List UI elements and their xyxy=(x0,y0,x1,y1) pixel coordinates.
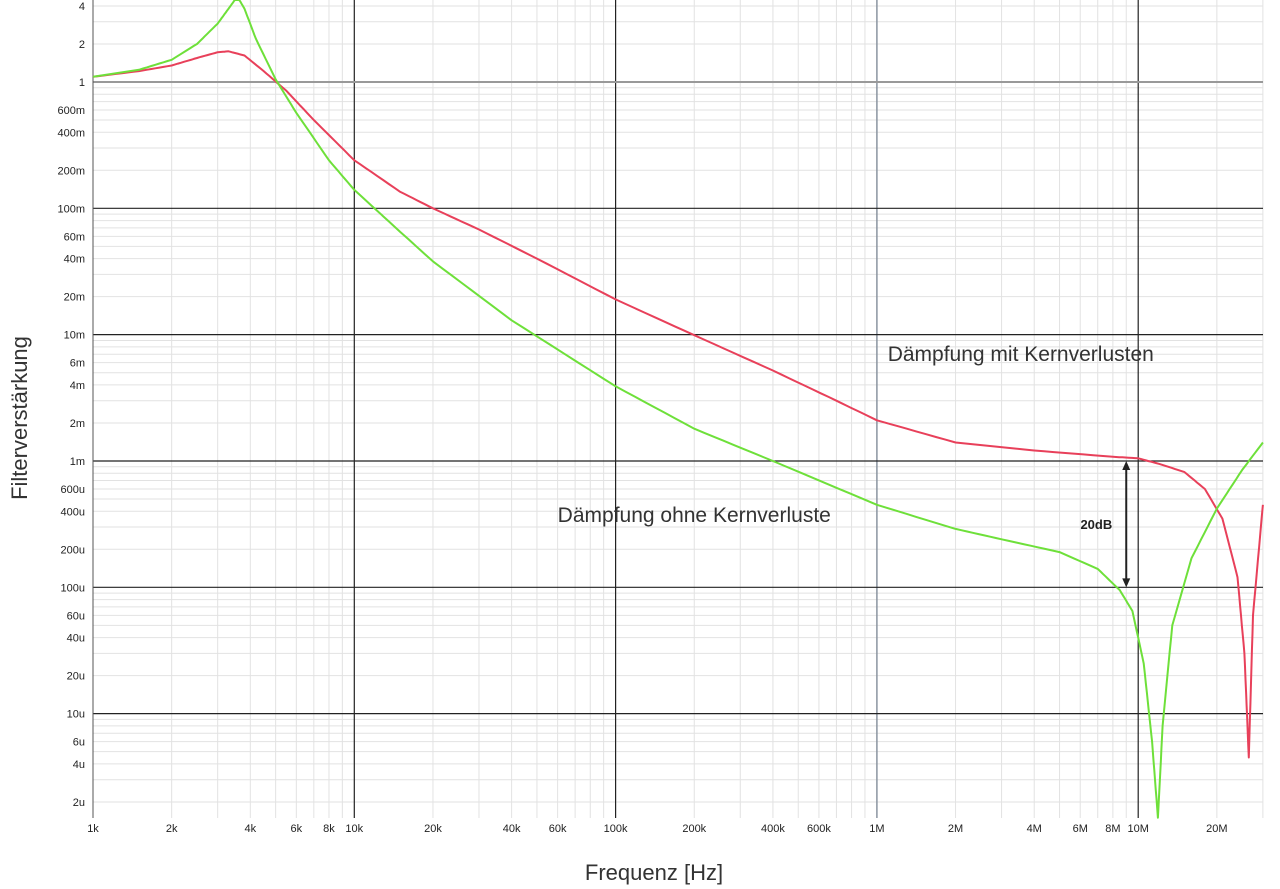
y-tick-label: 4 xyxy=(79,1,85,13)
x-tick-label: 4M xyxy=(1027,823,1042,835)
major-grid xyxy=(92,0,1263,818)
y-tick-label: 4m xyxy=(70,380,85,392)
x-tick-label: 400k xyxy=(761,823,785,835)
x-tick-label: 2k xyxy=(166,823,178,835)
series-line-with-core-loss xyxy=(92,50,1264,759)
x-tick-label: 1M xyxy=(869,823,884,835)
series-line-without-core-loss xyxy=(92,0,1264,819)
y-tick-label: 200u xyxy=(61,544,85,556)
y-tick-label: 40m xyxy=(64,254,85,266)
x-tick-label: 2M xyxy=(948,823,963,835)
annotation-without-core-loss: Dämpfung ohne Kernverluste xyxy=(558,504,831,527)
x-tick-label: 6M xyxy=(1073,823,1088,835)
y-tick-label: 6m xyxy=(70,358,85,370)
y-tick-labels: 4 2 1 600m 400m 200m 100m 60m 40m 20m 10m 6m 4m 2m 1m 6… xyxy=(57,1,85,809)
x-tick-label: 20k xyxy=(424,823,442,835)
x-tick-label: 6k xyxy=(291,823,303,835)
x-tick-label: 60k xyxy=(549,823,567,835)
y-tick-label: 40u xyxy=(67,633,85,645)
y-tick-label: 2u xyxy=(73,797,85,809)
y-tick-label: 600u xyxy=(61,484,85,496)
y-tick-label: 10u xyxy=(67,709,85,721)
y-tick-label: 100m xyxy=(57,203,85,215)
y-tick-label: 1 xyxy=(79,77,85,89)
y-tick-label: 400m xyxy=(57,127,85,139)
y-axis-title: Filterverstärkung xyxy=(7,336,32,500)
y-tick-label: 600m xyxy=(57,105,85,117)
x-tick-label: 600k xyxy=(807,823,831,835)
attenuation-arrow-head-down xyxy=(1122,578,1131,588)
y-tick-label: 400u xyxy=(61,506,85,518)
y-tick-label: 6u xyxy=(73,737,85,749)
annotations: Dämpfung mit Kernverlusten Dämpfung ohne … xyxy=(558,343,1154,588)
x-tick-label: 10k xyxy=(345,823,363,835)
y-tick-label: 20m xyxy=(64,292,85,304)
x-tick-label: 10M xyxy=(1127,823,1148,835)
y-tick-label: 60m xyxy=(64,231,85,243)
x-tick-labels: 1k 2k 4k 6k 8k 10k 20k 40k 60k 100k 200k 400k 600k 1M… xyxy=(87,823,1227,835)
x-tick-label: 8k xyxy=(323,823,335,835)
minor-grid xyxy=(93,0,1264,818)
attenuation-label: 20dB xyxy=(1080,517,1112,532)
x-tick-label: 200k xyxy=(682,823,706,835)
x-axis-title: Frequenz [Hz] xyxy=(585,860,723,885)
x-tick-label: 4k xyxy=(245,823,257,835)
annotation-with-core-loss: Dämpfung mit Kernverlusten xyxy=(888,343,1154,366)
y-tick-label: 60u xyxy=(67,610,85,622)
y-tick-label: 20u xyxy=(67,671,85,683)
y-tick-label: 1m xyxy=(70,456,85,468)
x-tick-label: 20M xyxy=(1206,823,1227,835)
y-tick-label: 200m xyxy=(57,165,85,177)
y-tick-label: 2 xyxy=(79,39,85,51)
y-tick-label: 100u xyxy=(61,582,85,594)
x-tick-label: 40k xyxy=(503,823,521,835)
x-tick-label: 8M xyxy=(1105,823,1120,835)
series-layer xyxy=(92,0,1264,819)
attenuation-arrow-head-up xyxy=(1122,460,1131,470)
x-tick-label: 1k xyxy=(87,823,99,835)
y-tick-label: 10m xyxy=(64,330,85,342)
y-tick-label: 2m xyxy=(70,418,85,430)
y-tick-label: 4u xyxy=(73,759,85,771)
x-tick-label: 100k xyxy=(604,823,628,835)
